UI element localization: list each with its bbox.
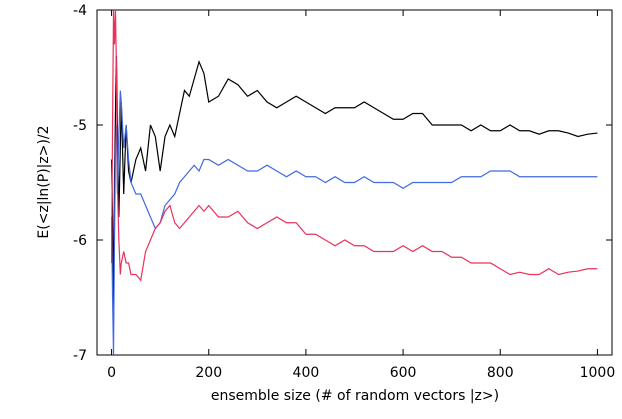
series-line — [110, 90, 598, 355]
x-tick-label: 400 — [293, 365, 320, 381]
y-tick-label: -6 — [73, 233, 87, 249]
x-tick-label: 600 — [390, 365, 417, 381]
x-tick-label: 0 — [107, 365, 116, 381]
x-tick-label: 1000 — [580, 365, 616, 381]
plot-area — [110, 10, 598, 355]
x-tick-label: 200 — [195, 365, 222, 381]
plot-frame — [96, 9, 613, 356]
series-line — [110, 10, 598, 282]
y-tick-label: -5 — [73, 118, 87, 134]
y-tick-label: -7 — [73, 348, 87, 364]
x-tick-label: 800 — [487, 365, 514, 381]
x-axis-label: ensemble size (# of random vectors |z>) — [211, 388, 499, 404]
y-tick-label: -4 — [73, 3, 87, 19]
y-axis-label: E(<z|ln(P)|z>)/2 — [36, 125, 52, 238]
